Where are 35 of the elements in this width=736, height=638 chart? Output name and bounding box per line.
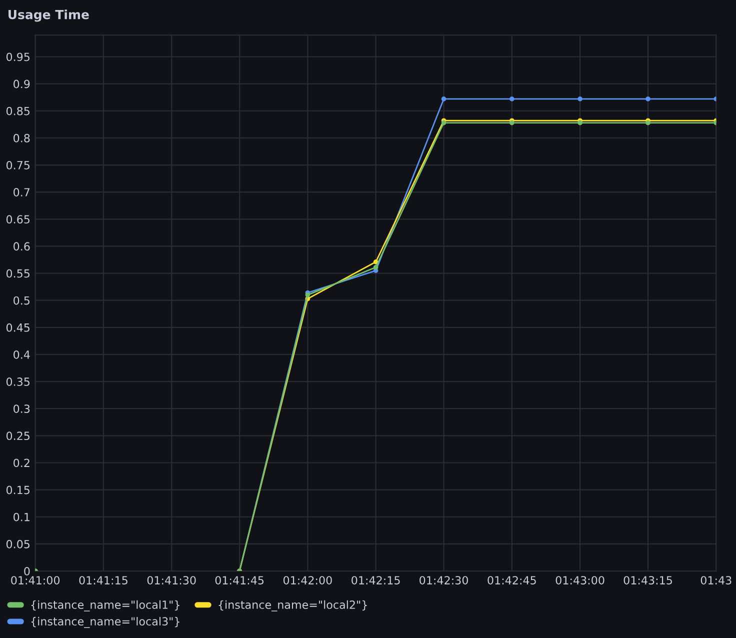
x-tick-label: 01:42:00 <box>283 576 332 584</box>
y-tick-label: 0.4 <box>14 350 30 359</box>
y-tick-label: 0.05 <box>6 540 30 548</box>
y-tick-label: 0.75 <box>6 160 30 170</box>
y-tick-label: 0 <box>24 566 30 576</box>
x-tick-label: 01:41:45 <box>215 576 264 584</box>
x-tick-label: 01:42:45 <box>488 576 536 584</box>
y-tick-label: 0.45 <box>6 323 30 332</box>
y-tick-label: 0.55 <box>6 269 30 278</box>
x-tick-label: 01:43:00 <box>556 576 604 584</box>
chart-title: Usage Time <box>8 10 89 22</box>
y-tick-label: 0.7 <box>14 188 30 196</box>
x-tick-label: 01:41:15 <box>79 576 128 584</box>
legend-label: {instance_name="local3"} <box>31 616 180 628</box>
x-tick-label: 01:43:15 <box>624 576 672 584</box>
x-tick-label: 01:41:00 <box>11 576 60 584</box>
y-tick-label: 0.65 <box>6 215 30 224</box>
y-tick-label: 0.35 <box>6 378 30 386</box>
legend-label: {instance_name="local1"} <box>31 600 180 612</box>
y-tick-label: 0.9 <box>14 80 30 88</box>
x-tick-label: 01:42:15 <box>352 576 400 584</box>
y-tick-label: 0.6 <box>14 242 30 251</box>
x-tick-label: 01:41:30 <box>147 576 196 584</box>
y-tick-label: 0.1 <box>14 512 30 522</box>
y-tick-label: 0.25 <box>6 432 30 440</box>
y-tick-label: 0.2 <box>14 458 30 468</box>
legend-label: {instance_name="local2"} <box>218 600 367 612</box>
y-tick-label: 0.5 <box>14 296 30 305</box>
x-tick-label: 01:43 <box>700 576 732 584</box>
x-tick-label: 01:42:30 <box>420 576 468 584</box>
y-tick-label: 0.15 <box>6 486 30 494</box>
y-tick-label: 0.8 <box>14 134 30 142</box>
y-tick-label: 0.95 <box>6 52 30 62</box>
y-tick-label: 0.85 <box>6 106 30 116</box>
y-tick-label: 0.3 <box>14 404 30 413</box>
